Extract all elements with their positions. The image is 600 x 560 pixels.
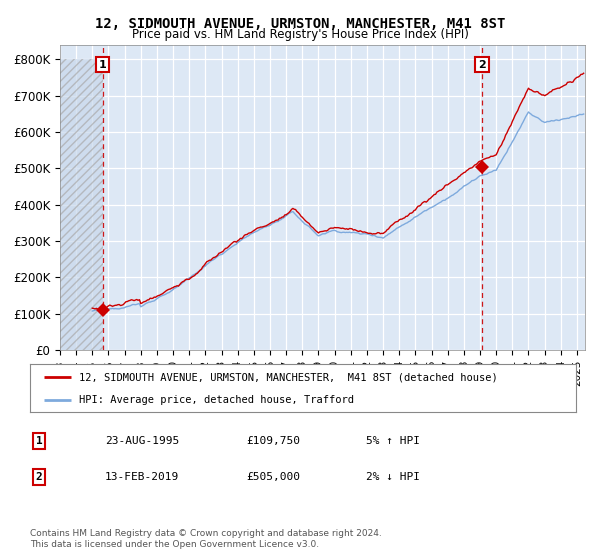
Text: £505,000: £505,000 xyxy=(246,472,300,482)
Text: 2% ↓ HPI: 2% ↓ HPI xyxy=(366,472,420,482)
Text: 12, SIDMOUTH AVENUE, URMSTON, MANCHESTER,  M41 8ST (detached house): 12, SIDMOUTH AVENUE, URMSTON, MANCHESTER… xyxy=(79,372,498,382)
Text: £109,750: £109,750 xyxy=(246,436,300,446)
Text: 5% ↑ HPI: 5% ↑ HPI xyxy=(366,436,420,446)
Text: 1: 1 xyxy=(35,436,43,446)
Text: 12, SIDMOUTH AVENUE, URMSTON, MANCHESTER, M41 8ST: 12, SIDMOUTH AVENUE, URMSTON, MANCHESTER… xyxy=(95,17,505,31)
Text: Contains HM Land Registry data © Crown copyright and database right 2024.
This d: Contains HM Land Registry data © Crown c… xyxy=(30,529,382,549)
Text: 2: 2 xyxy=(35,472,43,482)
Text: HPI: Average price, detached house, Trafford: HPI: Average price, detached house, Traf… xyxy=(79,395,354,405)
Text: 1: 1 xyxy=(99,59,107,69)
Text: 13-FEB-2019: 13-FEB-2019 xyxy=(105,472,179,482)
Text: 2: 2 xyxy=(478,59,486,69)
Text: 23-AUG-1995: 23-AUG-1995 xyxy=(105,436,179,446)
Text: Price paid vs. HM Land Registry's House Price Index (HPI): Price paid vs. HM Land Registry's House … xyxy=(131,28,469,41)
